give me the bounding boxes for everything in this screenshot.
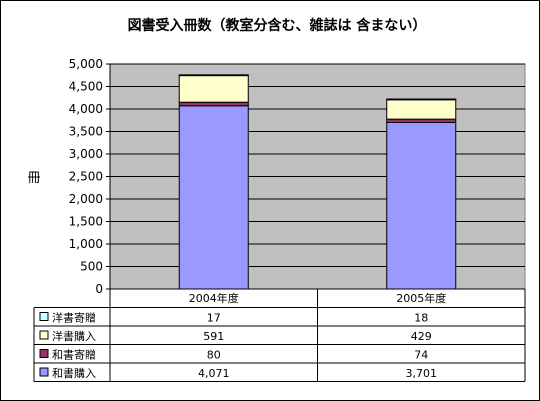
y-tick-label: 2,000 xyxy=(69,192,103,206)
legend-label: 和書購入 xyxy=(52,366,96,380)
x-category-label: 2005年度 xyxy=(396,291,446,305)
chart-title: 図書受入冊数（教室分含む、雑誌は 含まない） xyxy=(128,17,427,34)
legend-key xyxy=(39,349,49,358)
y-tick-label: 3,000 xyxy=(69,147,103,161)
bar-segment xyxy=(178,74,249,77)
data-label: 4,071 xyxy=(198,367,230,380)
legend-label: 洋書寄贈 xyxy=(52,311,96,325)
legend-label: 洋書購入 xyxy=(52,329,96,343)
bar-segment xyxy=(178,75,249,103)
legend-key xyxy=(39,330,49,340)
data-label: 74 xyxy=(414,349,428,362)
bar-segment xyxy=(178,105,249,290)
bar-segment xyxy=(178,101,249,107)
data-label: 591 xyxy=(203,330,224,343)
data-label: 80 xyxy=(207,349,221,362)
y-tick-label: 500 xyxy=(80,260,103,274)
data-label: 3,701 xyxy=(406,367,438,380)
bar-segment xyxy=(386,121,457,290)
data-label: 17 xyxy=(207,312,221,325)
bar-segment xyxy=(386,99,457,120)
y-tick-label: 4,500 xyxy=(69,80,103,94)
data-label: 18 xyxy=(414,312,428,325)
legend-key xyxy=(39,367,49,377)
legend-key xyxy=(39,312,49,321)
y-tick-label: 2,500 xyxy=(69,170,103,184)
y-tick-label: 0 xyxy=(95,282,103,296)
y-tick-label: 1,500 xyxy=(69,215,103,229)
y-tick-label: 3,500 xyxy=(69,125,103,139)
x-category-label: 2004年度 xyxy=(189,291,239,305)
legend-label: 和書寄贈 xyxy=(52,348,96,362)
bar-segment xyxy=(386,98,457,101)
y-axis-label: 冊 xyxy=(27,171,40,186)
y-tick-label: 1,000 xyxy=(69,237,103,251)
data-label: 429 xyxy=(411,330,432,343)
y-tick-label: 4,000 xyxy=(69,102,103,116)
y-tick-label: 5,000 xyxy=(69,57,103,71)
